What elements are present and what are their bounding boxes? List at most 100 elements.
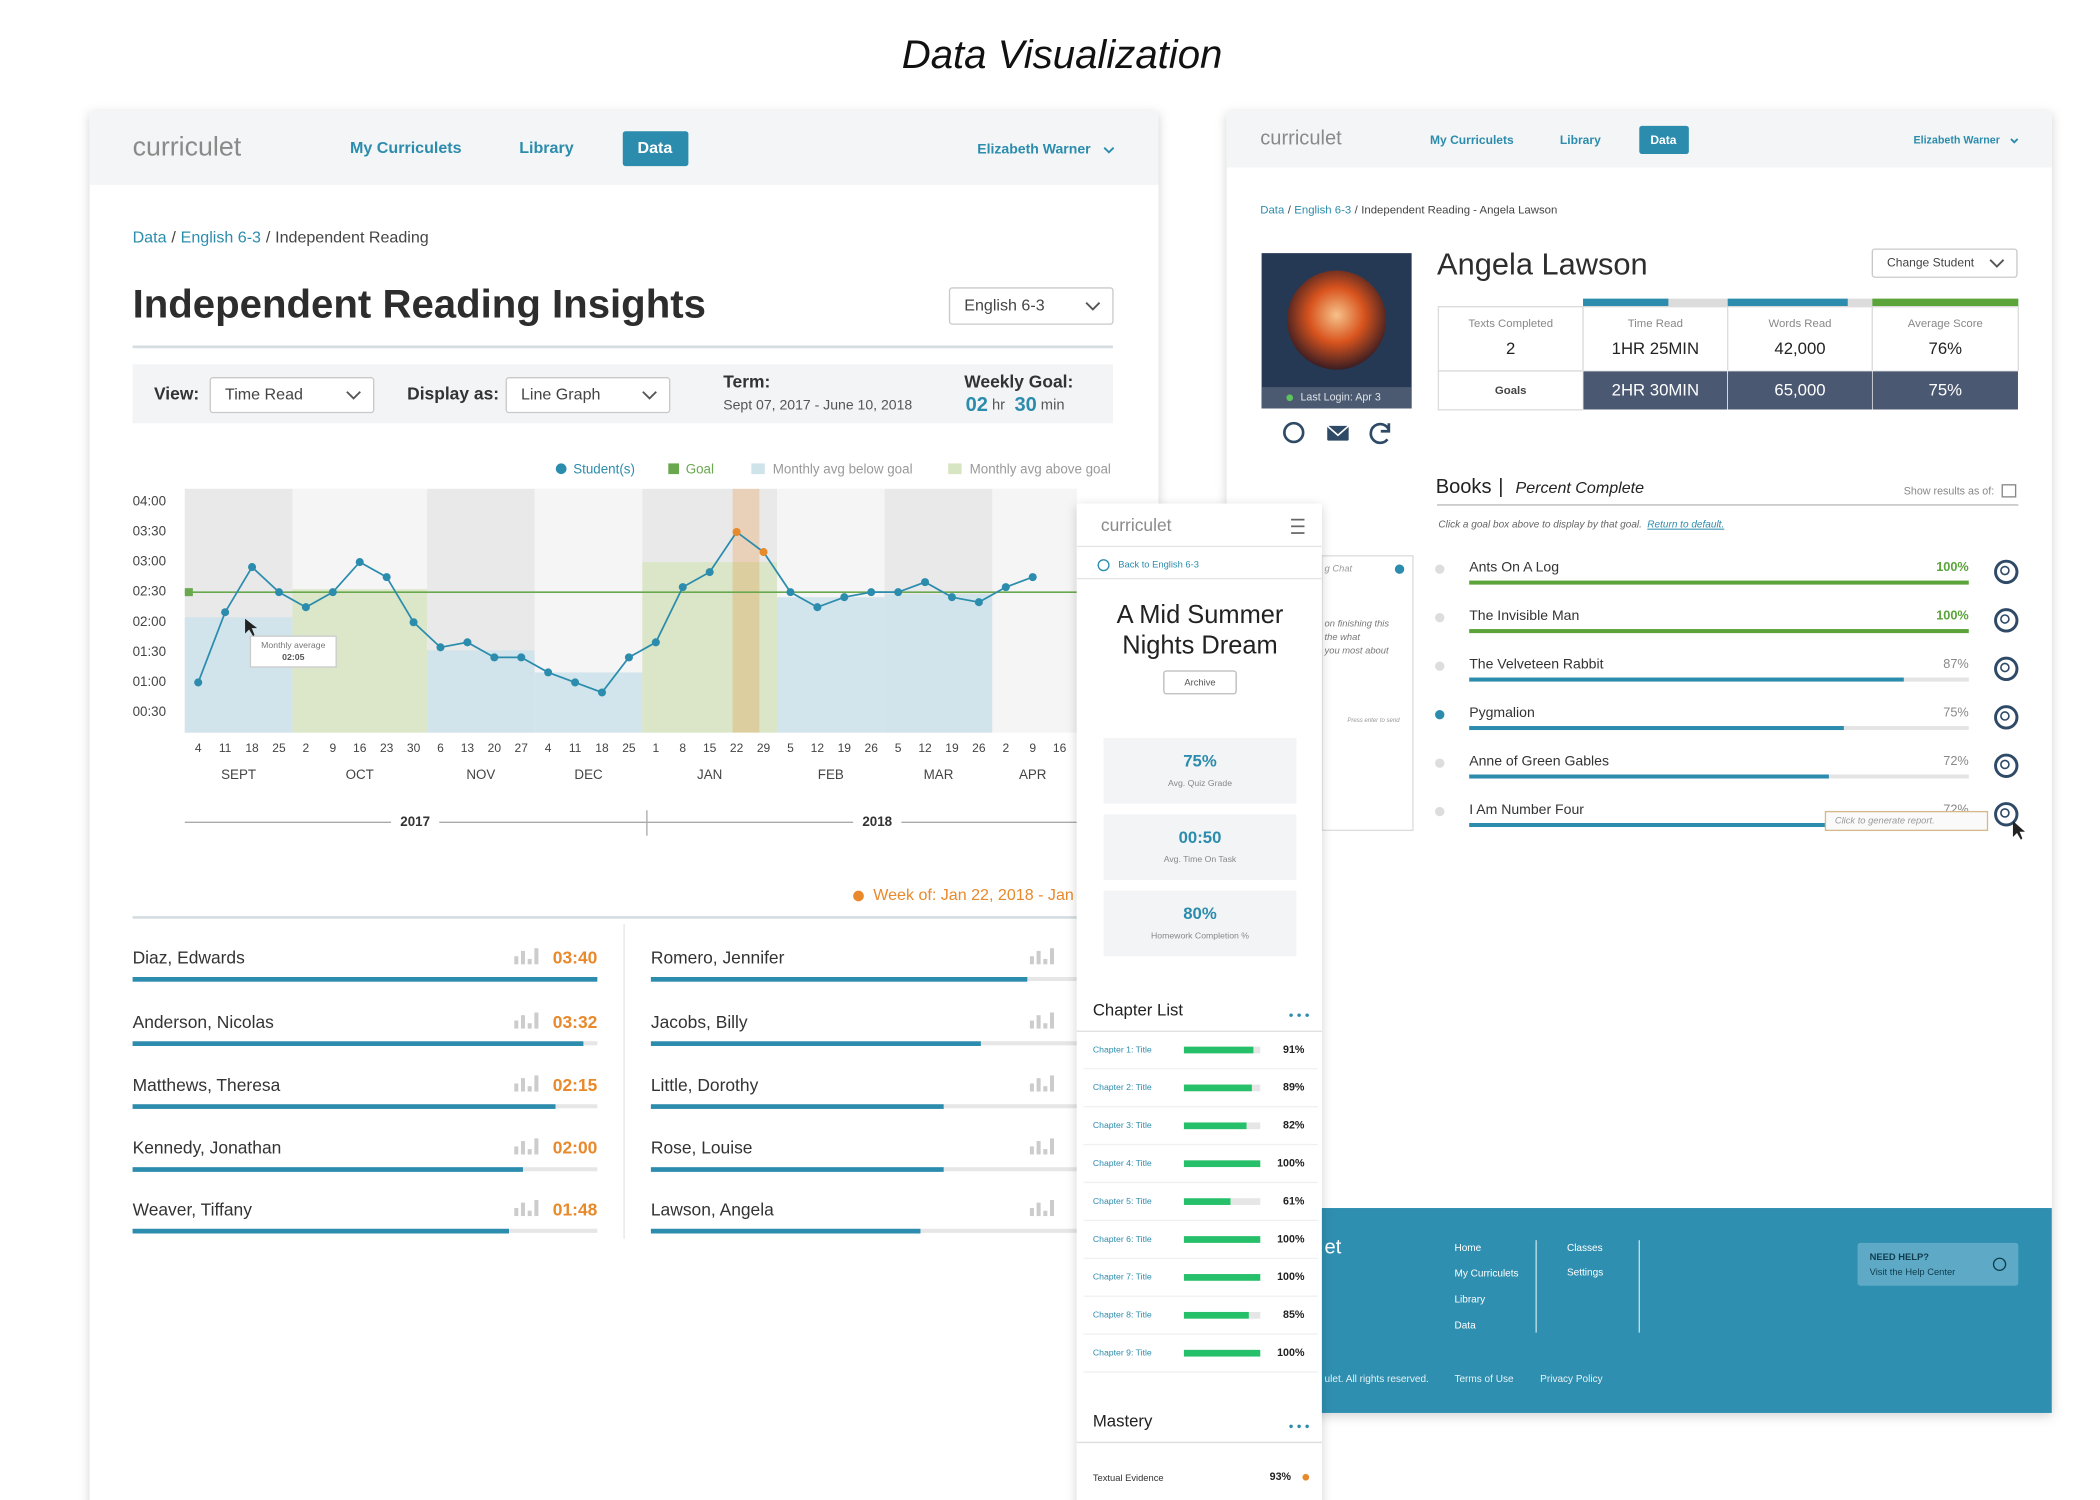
student-point [517, 653, 526, 662]
footer-link[interactable]: My Curriculets [1454, 1269, 1518, 1280]
books-link[interactable]: Return to default. [1647, 520, 1724, 531]
book-title[interactable]: Pygmalion [1469, 704, 1535, 720]
footer-link[interactable]: Settings [1567, 1268, 1603, 1279]
student-name[interactable]: Rose, Louise [651, 1138, 753, 1158]
footer-link[interactable]: Terms of Use [1454, 1374, 1514, 1385]
user-menu[interactable]: Elizabeth Warner [1913, 134, 1999, 146]
stat-value: 42,000 [1774, 339, 1825, 358]
report-button [1994, 608, 2019, 633]
student-name[interactable]: Matthews, Theresa [133, 1075, 281, 1095]
back-link[interactable]: Back to English 6-3 [1118, 560, 1199, 570]
stats-icon [1036, 950, 1041, 965]
goal-cell[interactable] [1582, 370, 1729, 411]
chapter-title[interactable]: Chapter 3: Title [1093, 1120, 1152, 1130]
nav-item[interactable]: Library [1560, 133, 1601, 147]
mastery-heading: Mastery [1093, 1412, 1153, 1431]
breadcrumb-item[interactable]: Data [133, 229, 167, 247]
footer-link[interactable]: Home [1454, 1243, 1481, 1254]
archive-button[interactable] [1163, 670, 1237, 695]
footer-link[interactable]: Data [1454, 1320, 1476, 1331]
nav-item[interactable]: My Curriculets [1430, 133, 1514, 147]
select-box[interactable] [209, 377, 375, 414]
nav-item[interactable]: My Curriculets [350, 139, 462, 157]
select-value[interactable]: Line Graph [521, 385, 600, 403]
goal-cell[interactable] [1871, 370, 2019, 411]
chapter-bar [1183, 1160, 1261, 1168]
breadcrumb-item[interactable]: English 6-3 [181, 229, 261, 247]
student-name[interactable]: Anderson, Nicolas [133, 1012, 275, 1032]
mastery-value: 93% [1270, 1471, 1292, 1483]
stat-value: 80% [1183, 904, 1217, 923]
progress-bar [650, 1104, 944, 1109]
stat-cell[interactable] [1871, 306, 2019, 372]
report-tooltip [1824, 810, 1989, 832]
stats-icon [534, 1200, 539, 1217]
footer-link[interactable]: Classes [1567, 1243, 1603, 1254]
book-title[interactable]: Ants On A Log [1469, 559, 1559, 575]
student-point [355, 558, 364, 567]
chapter-percent: 100% [1277, 1271, 1305, 1283]
chapter-title[interactable]: Chapter 2: Title [1093, 1082, 1152, 1092]
stat-cell[interactable] [1437, 306, 1584, 372]
logo[interactable]: curriculet [1260, 128, 1342, 150]
nav-item[interactable]: Library [519, 139, 574, 157]
progress-bar [132, 1041, 584, 1046]
nav-item[interactable]: Data [637, 139, 673, 157]
week-of: Week of: Jan 22, 2018 - Jan 29, [873, 886, 1100, 904]
student-name[interactable]: Kennedy, Jonathan [133, 1138, 282, 1158]
select-value[interactable]: English 6-3 [964, 296, 1044, 314]
logo[interactable]: curriculet [1101, 515, 1172, 535]
chapter-percent: 100% [1277, 1233, 1305, 1245]
nav-active[interactable] [622, 131, 689, 167]
chapter-title[interactable]: Chapter 5: Title [1093, 1196, 1152, 1206]
chapter-title[interactable]: Chapter 9: Title [1093, 1348, 1152, 1358]
books-title: Books [1436, 476, 1492, 498]
nav-active[interactable] [1639, 125, 1689, 155]
stat-cell[interactable] [1727, 306, 1873, 372]
chapter-title[interactable]: Chapter 6: Title [1093, 1234, 1152, 1244]
breadcrumb-item[interactable]: Data [1260, 204, 1285, 216]
stats-icon [527, 1086, 532, 1092]
breadcrumb-item[interactable]: English 6-3 [1294, 204, 1351, 216]
student-name[interactable]: Romero, Jennifer [651, 948, 785, 968]
copyright: ulet. All rights reserved. [1325, 1374, 1429, 1385]
book-title[interactable]: Anne of Green Gables [1469, 753, 1609, 769]
stats-icon [534, 948, 539, 965]
stats-icon [527, 1210, 532, 1217]
calendar-icon[interactable] [2001, 484, 2017, 498]
chapter-title[interactable]: Chapter 8: Title [1093, 1310, 1152, 1320]
select-value[interactable]: Time Read [225, 385, 303, 403]
select-value[interactable]: Change Student [1887, 255, 1975, 269]
book-title[interactable]: The Invisible Man [1469, 607, 1579, 623]
report-lens [2000, 711, 2010, 721]
chapter-title[interactable]: Chapter 1: Title [1093, 1044, 1152, 1054]
student-name[interactable]: Diaz, Edwards [133, 948, 246, 968]
archive-label[interactable]: Archive [1184, 678, 1215, 688]
stats-icon [534, 1012, 539, 1029]
x-tick-label: 2 [303, 741, 310, 755]
user-menu[interactable]: Elizabeth Warner [977, 141, 1091, 157]
student-name[interactable]: Lawson, Angela [651, 1199, 774, 1219]
tooltip [249, 635, 337, 668]
select-box[interactable] [1871, 248, 2018, 278]
footer-link[interactable]: Library [1454, 1295, 1485, 1306]
book-title[interactable]: The Velveteen Rabbit [1469, 656, 1603, 672]
student-name[interactable]: Weaver, Tiffany [133, 1199, 253, 1219]
goal-cell[interactable] [1727, 370, 1873, 411]
student-point [840, 593, 849, 602]
student-name[interactable]: Little, Dorothy [651, 1075, 759, 1095]
select-box[interactable] [505, 377, 671, 414]
chapter-percent: 89% [1283, 1082, 1305, 1094]
select-box[interactable] [948, 287, 1114, 325]
book-heading: Nights Dream [1122, 632, 1278, 660]
help-box[interactable] [1857, 1242, 2019, 1286]
footer-link[interactable]: Privacy Policy [1540, 1374, 1602, 1385]
logo[interactable]: curriculet [133, 132, 242, 162]
chapter-title[interactable]: Chapter 4: Title [1093, 1158, 1152, 1168]
x-tick-label: 2 [1002, 741, 1009, 755]
chapter-title[interactable]: Chapter 7: Title [1093, 1272, 1152, 1282]
nav-item[interactable]: Data [1650, 133, 1676, 147]
monthly-avg-bar [776, 597, 885, 733]
book-title[interactable]: I Am Number Four [1469, 801, 1584, 817]
student-name[interactable]: Jacobs, Billy [651, 1012, 748, 1032]
